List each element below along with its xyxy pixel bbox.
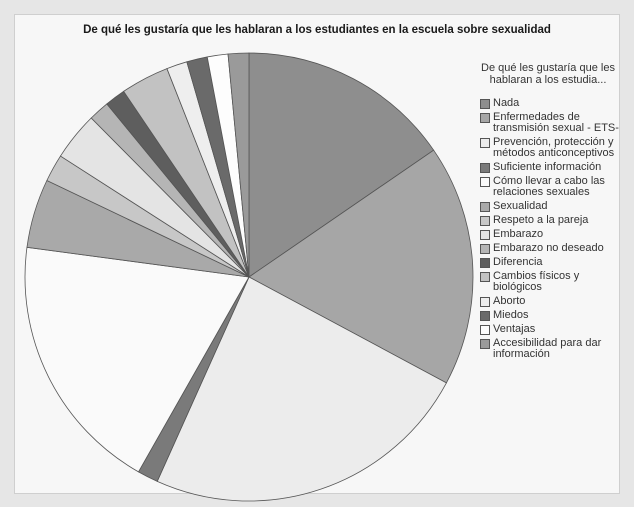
legend-swatch [480,177,490,187]
legend-label: Accesibilidad para dar información [493,337,602,360]
legend-swatch [480,311,490,321]
legend-item-12: Miedos [480,310,620,321]
legend-swatch [480,216,490,226]
legend-item-6: Respeto a la pareja [480,215,620,226]
legend-item-0: Nada [480,98,620,109]
pie-slice-2 [156,276,447,502]
pie-slices [24,52,474,502]
legend-item-14: Accesibilidad para dar información [480,338,620,360]
legend-item-11: Aborto [480,296,620,307]
legend-label: Ventajas [493,323,536,335]
legend-label: Cambios físicos y biológicos [493,270,580,293]
legend-label: Embarazo no deseado [493,242,604,254]
legend-swatch [480,339,490,349]
legend-swatch [480,202,490,212]
legend-swatch [480,138,490,148]
legend-item-5: Sexualidad [480,201,620,212]
legend-swatch [480,325,490,335]
legend-item-9: Diferencia [480,257,620,268]
pie-slice-4 [24,246,250,473]
pie-slice-14 [227,52,250,278]
legend-swatch [480,99,490,109]
legend-item-7: Embarazo [480,229,620,240]
legend-item-4: Cómo llevar a cabo las relaciones sexual… [480,176,620,198]
pie-slice-0 [248,52,435,278]
legend-label: Suficiente información [493,161,602,173]
legend-item-2: Prevención, protección y métodos anticon… [480,137,620,159]
legend-label: Miedos [493,309,529,321]
legend-item-3: Suficiente información [480,162,620,173]
legend-swatch [480,230,490,240]
chart-title: De qué les gustaría que les hablaran a l… [83,24,551,36]
legend-swatch [480,163,490,173]
legend-label: Cómo llevar a cabo las relaciones sexual… [493,175,605,198]
legend-label: Embarazo [493,228,544,240]
legend-label: Aborto [493,295,526,307]
legend-item-13: Ventajas [480,324,620,335]
legend-item-8: Embarazo no deseado [480,243,620,254]
legend-label: Nada [493,97,520,109]
legend-swatch [480,113,490,123]
legend-label: Prevención, protección y métodos anticon… [493,136,615,159]
legend-title: De qué les gustaría que les hablaran a l… [481,62,615,86]
pie-slice-1 [248,149,474,384]
legend-label: Enfermedades de transmisión sexual - ETS… [493,111,619,134]
legend-label: Sexualidad [493,200,548,212]
legend-swatch [480,258,490,268]
legend-label: Respeto a la pareja [493,214,589,226]
legend-item-1: Enfermedades de transmisión sexual - ETS… [480,112,620,134]
legend-swatch [480,244,490,254]
legend-swatch [480,272,490,282]
legend-swatch [480,297,490,307]
legend-item-10: Cambios físicos y biológicos [480,271,620,293]
legend: Nada Enfermedades de transmisión sexual -… [480,98,620,363]
legend-label: Diferencia [493,256,543,268]
